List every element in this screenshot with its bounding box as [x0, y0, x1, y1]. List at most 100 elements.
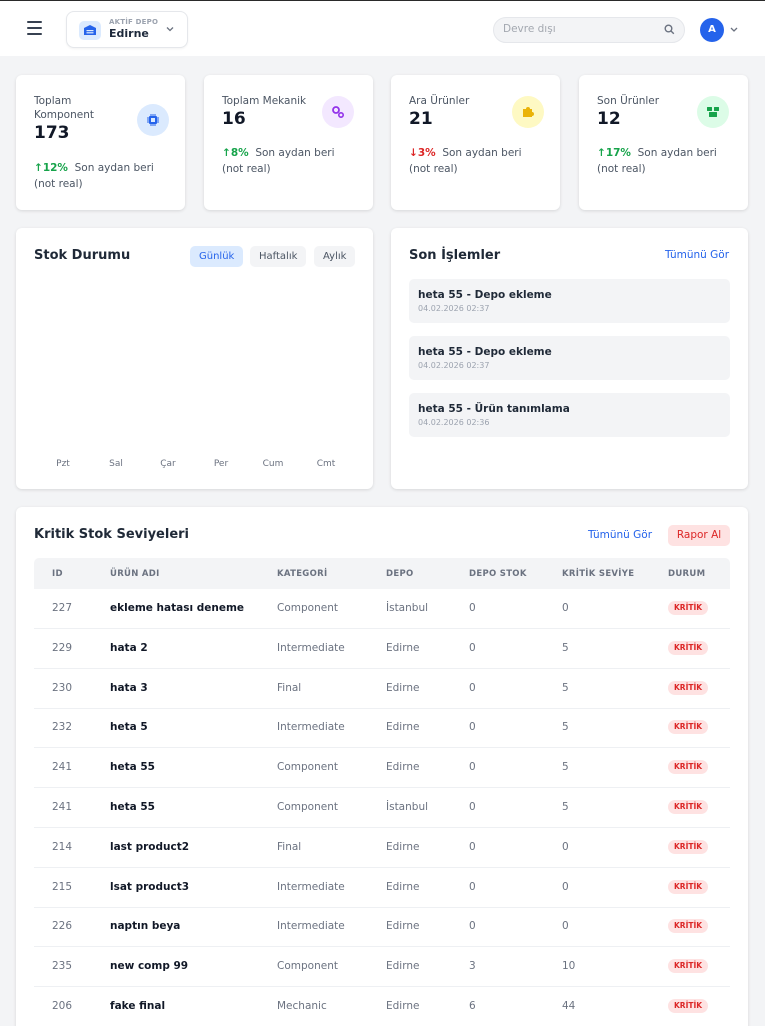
stat-note2: (not real) — [409, 163, 458, 175]
cell-id: 235 — [52, 960, 73, 973]
stat-value: 12 — [597, 109, 621, 129]
status-badge: KRİTİK — [668, 959, 709, 974]
day-label: Pzt — [56, 459, 70, 469]
stat-trend: ↑17% Son aydan beri (not real) — [597, 145, 747, 177]
table-row[interactable]: 229 hata 2 Intermediate Edirne 0 5 KRİTİK — [34, 629, 730, 669]
see-all-link[interactable]: Tümünü Gör — [665, 249, 730, 261]
cell-category: Final — [277, 681, 302, 694]
section-title: Stok Durumu — [34, 248, 131, 263]
transaction-item[interactable]: heta 55 - Depo ekleme 04.02.2026 02:37 — [409, 279, 730, 323]
cell-level: 0 — [562, 880, 569, 893]
status-badge: KRİTİK — [668, 680, 709, 695]
stat-card-components: Toplam Komponent 173 ↑12% Son aydan beri… — [16, 75, 185, 210]
tab-daily[interactable]: Günlük — [190, 246, 244, 267]
stat-card-mechanics: Toplam Mekanik 16 ↑8% Son aydan beri (not… — [204, 75, 373, 210]
stat-pct: 17% — [605, 147, 631, 159]
search-box — [493, 17, 685, 43]
cell-category: Mechanic — [277, 1000, 327, 1012]
cell-name: heta 5 — [110, 721, 148, 734]
cell-depo: İstanbul — [386, 602, 429, 614]
cell-name: hata 2 — [110, 641, 148, 654]
cell-stock: 3 — [469, 960, 476, 973]
cell-name: ekleme hatası deneme — [110, 602, 245, 614]
table-row[interactable]: 232 heta 5 Intermediate Edirne 0 5 KRİTİK — [34, 708, 730, 749]
transaction-title: heta 55 - Ürün tanımlama — [418, 403, 570, 415]
chevron-down-icon[interactable] — [729, 26, 739, 34]
cell-category: Intermediate — [277, 641, 345, 654]
cell-stock: 0 — [469, 801, 476, 813]
transaction-item[interactable]: heta 55 - Ürün tanımlama 04.02.2026 02:3… — [409, 393, 730, 437]
transaction-time: 04.02.2026 02:36 — [418, 418, 490, 427]
cell-category: Component — [277, 801, 338, 813]
transaction-title: heta 55 - Depo ekleme — [418, 289, 552, 301]
table-row[interactable]: 226 naptın beya Intermediate Edirne 0 0 KRİTİK — [34, 907, 730, 948]
warehouse-selector[interactable]: AKTİF DEPO Edirne — [66, 11, 188, 48]
cell-id: 230 — [52, 681, 73, 694]
table-row[interactable]: 214 last product2 Final Edirne 0 0 KRİTİK — [34, 828, 730, 868]
transaction-time: 04.02.2026 02:37 — [418, 361, 490, 370]
search-icon — [664, 24, 675, 35]
transaction-time: 04.02.2026 02:37 — [418, 304, 490, 313]
cell-name: new comp 99 — [110, 960, 189, 973]
warehouse-value: Edirne — [109, 27, 149, 40]
tab-monthly[interactable]: Aylık — [314, 246, 356, 267]
boxes-icon — [697, 96, 729, 128]
stat-title: Toplam Komponent — [34, 95, 94, 121]
stock-status-card: Stok Durumu Günlük Haftalık Aylık Pzt Sa… — [16, 228, 373, 489]
table-row[interactable]: 215 lsat product3 Intermediate Edirne 0 0 KRİT… — [34, 868, 730, 908]
tab-weekly[interactable]: Haftalık — [250, 246, 307, 267]
cell-id: 214 — [52, 840, 73, 853]
table-row[interactable]: 241 heta 55 Component İstanbul 0 5 KRİTİK — [34, 788, 730, 828]
status-badge: KRİTİK — [668, 720, 709, 735]
status-badge: KRİTİK — [668, 879, 709, 894]
status-badge: KRİTİK — [668, 760, 709, 775]
cell-stock: 0 — [469, 920, 476, 933]
cell-level: 5 — [562, 681, 569, 694]
menu-icon[interactable] — [27, 21, 42, 35]
day-label: Sal — [109, 459, 123, 469]
cell-id: 206 — [52, 1000, 73, 1012]
arrow-up-icon: ↑ — [597, 147, 606, 159]
cell-level: 5 — [562, 761, 569, 774]
stat-value: 21 — [409, 109, 433, 129]
status-badge: KRİTİK — [668, 999, 709, 1013]
stat-card-intermediate: Ara Ürünler 21 ↓3% Son aydan beri (not re… — [391, 75, 560, 210]
section-title: Son İşlemler — [409, 248, 501, 263]
day-label: Per — [213, 459, 229, 469]
stat-pct: 12% — [42, 162, 68, 174]
table-row[interactable]: 241 heta 55 Component Edirne 0 5 KRİTİK — [34, 748, 730, 789]
column-header: DEPO STOK — [469, 569, 527, 579]
transaction-item[interactable]: heta 55 - Depo ekleme 04.02.2026 02:37 — [409, 336, 730, 380]
critical-stock-card — [16, 507, 748, 1026]
cell-level: 0 — [562, 602, 569, 614]
cell-name: heta 55 — [110, 801, 155, 813]
column-header: KATEGORİ — [277, 569, 328, 579]
column-header: DURUM — [668, 569, 706, 579]
stat-pct: 3% — [417, 147, 436, 159]
cell-depo: Edirne — [386, 960, 420, 973]
stat-value: 173 — [34, 123, 70, 143]
table-header: ID ÜRÜN ADI KATEGORİ DEPO DEPO STOK KRİT… — [34, 558, 730, 589]
arrow-down-icon: ↓ — [409, 147, 418, 159]
cell-stock: 0 — [469, 602, 476, 614]
table-row[interactable]: 235 new comp 99 Component Edirne 3 10 KRİTİK — [34, 947, 730, 988]
stat-value: 16 — [222, 109, 246, 129]
transaction-title: heta 55 - Depo ekleme — [418, 346, 552, 358]
stat-note: Son aydan beri — [637, 147, 717, 159]
cell-level: 5 — [562, 801, 569, 813]
report-button[interactable]: Rapor Al — [668, 525, 730, 546]
cell-level: 0 — [562, 840, 569, 853]
table-row[interactable]: 230 hata 3 Final Edirne 0 5 KRİTİK — [34, 669, 730, 709]
cell-category: Intermediate — [277, 920, 345, 933]
search-input[interactable] — [503, 23, 653, 35]
see-all-link[interactable]: Tümünü Gör — [588, 529, 653, 541]
avatar[interactable]: A — [700, 18, 724, 42]
table-row[interactable]: 206 fake final Mechanic Edirne 6 44 KRİTİK — [34, 987, 730, 1026]
top-bar: AKTİF DEPO Edirne A — [0, 0, 765, 56]
stat-note2: (not real) — [222, 163, 271, 175]
stat-note2: (not real) — [597, 163, 646, 175]
cell-depo: Edirne — [386, 920, 420, 933]
chevron-down-icon — [166, 27, 174, 32]
table-row[interactable]: 227 ekleme hatası deneme Component İstanbul… — [34, 589, 730, 629]
cell-category: Component — [277, 960, 338, 973]
